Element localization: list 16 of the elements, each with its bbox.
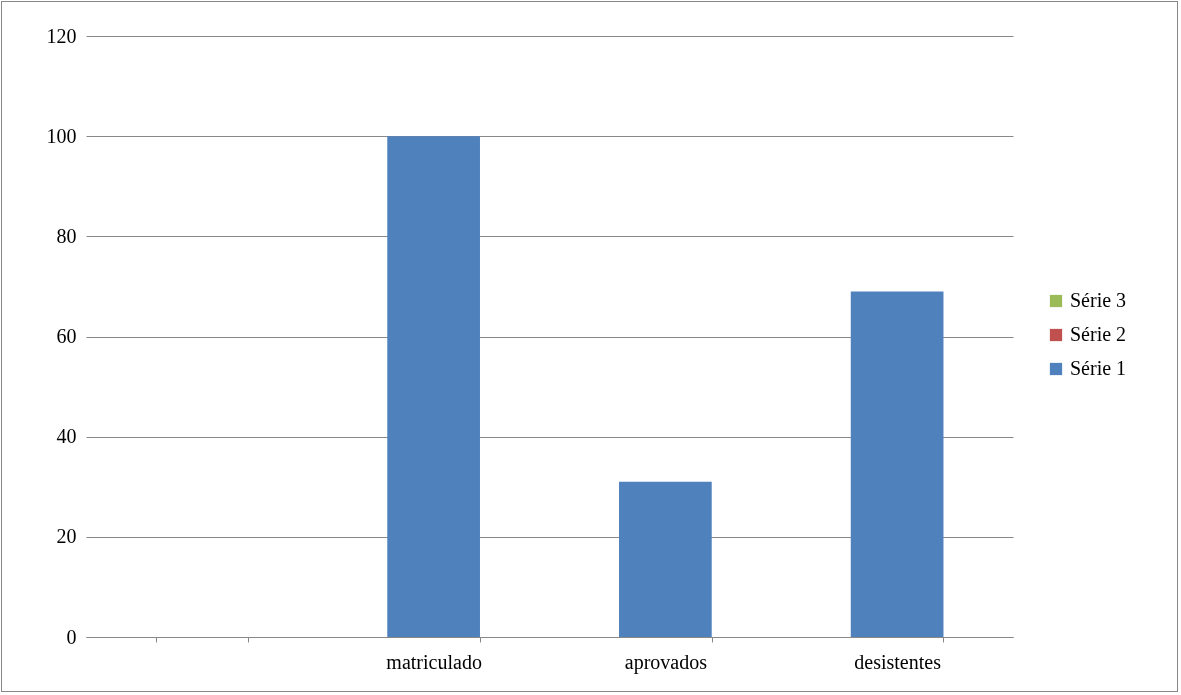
bar [387, 136, 480, 637]
legend-label: Série 3 [1070, 289, 1127, 311]
legend-label: Série 1 [1070, 357, 1127, 379]
y-tick-label: 40 [56, 425, 77, 448]
legend-label: Série 2 [1070, 323, 1127, 345]
y-tick-label: 60 [56, 325, 77, 347]
y-tick-label: 80 [56, 224, 77, 247]
x-tick-label: matriculado [386, 650, 482, 673]
bar [619, 481, 712, 637]
y-tick-label: 120 [46, 24, 77, 47]
y-tick-label: 0 [66, 625, 77, 648]
bar [850, 291, 944, 637]
y-tick-label: 100 [46, 124, 77, 147]
y-tick-label: 20 [56, 525, 77, 548]
x-tick-label: desistentes [854, 650, 942, 673]
x-tick-label: aprovados [624, 650, 708, 674]
